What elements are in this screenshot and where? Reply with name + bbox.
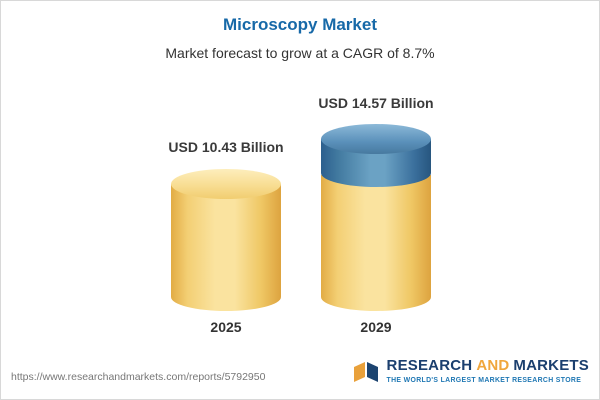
logo-word-research: RESEARCH [386, 357, 473, 375]
logo-word-markets: MARKETS [513, 357, 589, 375]
logo-book-icon [353, 362, 378, 382]
cylinder-body-2025 [171, 184, 281, 311]
cylinder-top-2025 [171, 169, 281, 199]
cylinder-body-2029-base [321, 175, 431, 311]
category-label-2025: 2025 [210, 319, 242, 335]
research-and-markets-logo[interactable]: RESEARCH AND MARKETS THE WORLD'S LARGEST M… [351, 357, 589, 385]
bar-2029: USD 14.57 Billion 2029 [318, 95, 433, 369]
bar-2025: USD 10.43 Billion 2025 [168, 139, 283, 369]
chart-subtitle: Market forecast to grow at a CAGR of 8.7… [165, 45, 435, 61]
logo-wordmark: RESEARCH AND MARKETS [387, 358, 589, 375]
logo-tagline: THE WORLD'S LARGEST MARKET RESEARCH STOR… [386, 376, 582, 384]
logo-text: RESEARCH AND MARKETS THE WORLD'S LARGEST M… [387, 358, 589, 384]
chart-title: Microscopy Market [223, 15, 377, 34]
category-label-2029: 2029 [360, 319, 392, 335]
report-url-link[interactable]: https://www.researchandmarkets.com/repor… [11, 371, 266, 383]
logo-word-and: AND [476, 357, 510, 375]
value-label-2025: USD 10.43 Billion [168, 139, 284, 155]
cylinder-top-2029-growth [321, 124, 431, 154]
value-label-2029: USD 14.57 Billion [318, 95, 434, 111]
